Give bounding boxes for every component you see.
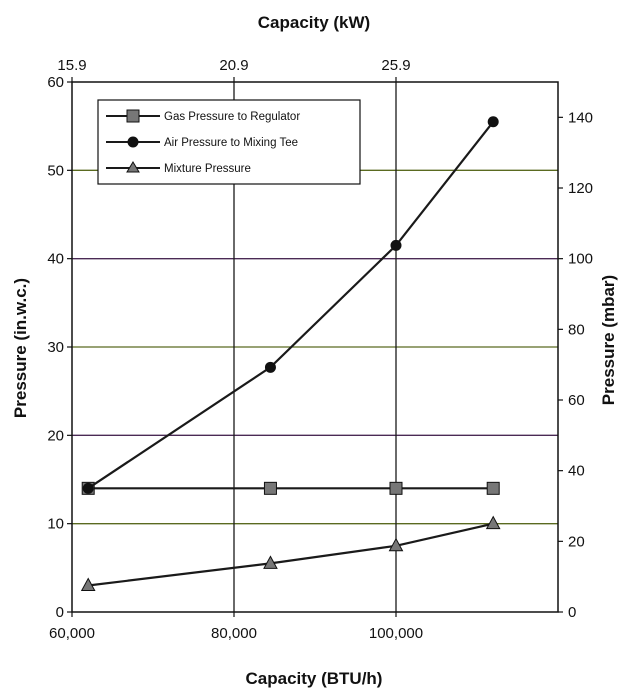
- triangle-marker-icon: [126, 161, 140, 173]
- data-point-triangle: [263, 555, 278, 569]
- y-tick-label: 0: [56, 604, 64, 621]
- y2-tick-label: 60: [568, 392, 585, 409]
- y-tick-label: 60: [47, 74, 64, 91]
- x2-tick-label: 25.9: [381, 57, 410, 74]
- y2-tick-label: 80: [568, 321, 585, 338]
- data-point-circle: [82, 482, 94, 494]
- x-tick-label: 60,000: [49, 625, 95, 642]
- top-axis-title: Capacity (kW): [258, 13, 370, 32]
- legend-mixture-label: Mixture Pressure: [164, 163, 251, 175]
- x2-tick-label: 15.9: [57, 57, 86, 74]
- y2-tick-label: 20: [568, 533, 585, 550]
- y-tick-label: 50: [47, 162, 64, 179]
- data-point-square: [263, 481, 277, 495]
- series-group: [80, 116, 501, 591]
- right-axis-title: Pressure (mbar): [599, 275, 618, 405]
- data-point-circle: [390, 239, 402, 251]
- y2-tick-label: 0: [568, 604, 576, 621]
- legend: Gas Pressure to Regulator Air Pressure t…: [97, 99, 361, 185]
- x-tick-label: 80,000: [211, 625, 257, 642]
- legend-item-air: Air Pressure to Mixing Tee: [106, 136, 298, 149]
- bottom-axis-title: Capacity (BTU/h): [246, 669, 383, 688]
- series-line-air-pressure-to-mixing-tee: [87, 121, 495, 490]
- x2-tick-label: 20.9: [219, 57, 248, 74]
- y-tick-label: 30: [47, 339, 64, 356]
- legend-item-mixture: Mixture Pressure: [106, 161, 251, 175]
- legend-air-label: Air Pressure to Mixing Tee: [164, 137, 298, 149]
- y2-tick-label: 40: [568, 463, 585, 480]
- data-point-circle: [487, 116, 499, 128]
- y-tick-label: 40: [47, 251, 64, 268]
- data-point-triangle: [485, 515, 501, 530]
- x-tick-label: 100,000: [369, 625, 423, 642]
- y2-tick-label: 120: [568, 180, 593, 197]
- y-tick-label: 10: [47, 516, 64, 533]
- legend-item-gas: Gas Pressure to Regulator: [106, 109, 300, 123]
- circle-marker-icon: [127, 136, 139, 148]
- y2-tick-label: 140: [568, 109, 593, 126]
- data-point-triangle: [80, 577, 96, 591]
- legend-gas-label: Gas Pressure to Regulator: [164, 111, 300, 123]
- series-line-mixture-pressure: [88, 522, 494, 587]
- data-point-circle: [264, 361, 276, 373]
- ticks: 0 10 20 30 40 50 60 0 20 40 60 80 100 120 140 60,000 80,…: [47, 57, 593, 642]
- data-point-triangle: [388, 537, 404, 552]
- left-axis-title: Pressure (in.w.c.): [11, 278, 30, 418]
- data-point-square: [389, 481, 403, 495]
- y2-tick-label: 100: [568, 251, 593, 268]
- y-tick-label: 20: [47, 427, 64, 444]
- data-point-square: [486, 481, 500, 495]
- square-marker-icon: [126, 109, 140, 123]
